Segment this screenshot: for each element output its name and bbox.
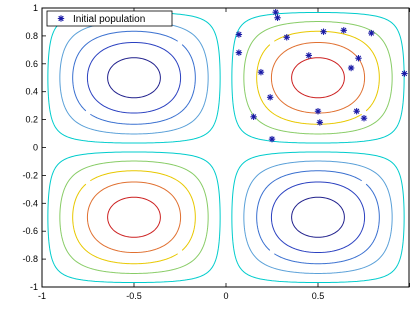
population-point-16 xyxy=(353,108,360,115)
y-tick-label: -0.2 xyxy=(22,170,38,180)
contour-level-pos-2 xyxy=(72,30,380,265)
legend-asterisk-icon xyxy=(57,15,65,22)
y-tick-label: 0.2 xyxy=(25,115,38,125)
population-point-4 xyxy=(283,34,290,41)
population-point-2 xyxy=(274,14,281,21)
population-points xyxy=(235,8,408,143)
y-tick-label: 0.4 xyxy=(25,87,38,97)
population-point-9 xyxy=(305,52,312,59)
population-point-17 xyxy=(360,115,368,122)
y-tick-label: -1 xyxy=(30,282,38,292)
population-point-10 xyxy=(355,55,362,62)
population-point-7 xyxy=(368,29,375,37)
population-point-3 xyxy=(235,31,243,38)
population-point-14 xyxy=(266,94,274,101)
contour-level-pos-3 xyxy=(86,41,366,254)
population-point-18 xyxy=(250,113,257,121)
axis-ticks xyxy=(41,7,410,288)
contour-level-neg-0 xyxy=(47,11,405,284)
population-point-20 xyxy=(268,135,276,143)
population-point-6 xyxy=(340,27,347,34)
y-tick-label: -0.8 xyxy=(22,254,38,264)
population-point-1 xyxy=(272,8,279,16)
contour-level-pos-0 xyxy=(47,11,405,284)
population-point-15 xyxy=(314,108,322,115)
contour-level-neg-2 xyxy=(72,30,380,265)
y-tick-label: -0.6 xyxy=(22,226,38,236)
x-tick-label: 0 xyxy=(223,291,228,301)
contour-level-neg-3 xyxy=(86,41,366,254)
y-tick-label: 0 xyxy=(33,143,38,153)
legend: Initial population xyxy=(46,10,173,27)
contour-level-neg-4 xyxy=(107,57,345,238)
legend-marker-asterisk xyxy=(57,15,65,22)
legend-box xyxy=(46,10,173,27)
x-tick-label: -0.5 xyxy=(126,291,142,301)
population-point-11 xyxy=(257,68,265,76)
population-point-12 xyxy=(347,64,355,72)
contour-level-pos-1 xyxy=(59,21,393,274)
tick-labels: -1 -0.5 0 0.5 -1 -0.8 -0.6 -0.4 -0.2 0 0.2 0.4 0.6 0.… xyxy=(22,3,324,301)
y-tick-label: -0.4 xyxy=(22,198,38,208)
population-point-5 xyxy=(320,28,327,35)
population-point-13 xyxy=(401,70,408,77)
legend-label: Initial population xyxy=(73,14,145,25)
x-tick-label: -1 xyxy=(38,291,46,301)
contour-lines xyxy=(47,11,405,284)
contour-level-pos-4 xyxy=(107,57,345,238)
y-tick-label: 1 xyxy=(33,3,38,13)
x-tick-label: 0.5 xyxy=(312,291,325,301)
y-tick-label: 0.6 xyxy=(25,59,38,69)
contour-level-neg-1 xyxy=(59,21,393,274)
population-point-19 xyxy=(316,119,324,126)
y-tick-label: 0.8 xyxy=(25,31,38,41)
population-point-8 xyxy=(235,49,243,56)
